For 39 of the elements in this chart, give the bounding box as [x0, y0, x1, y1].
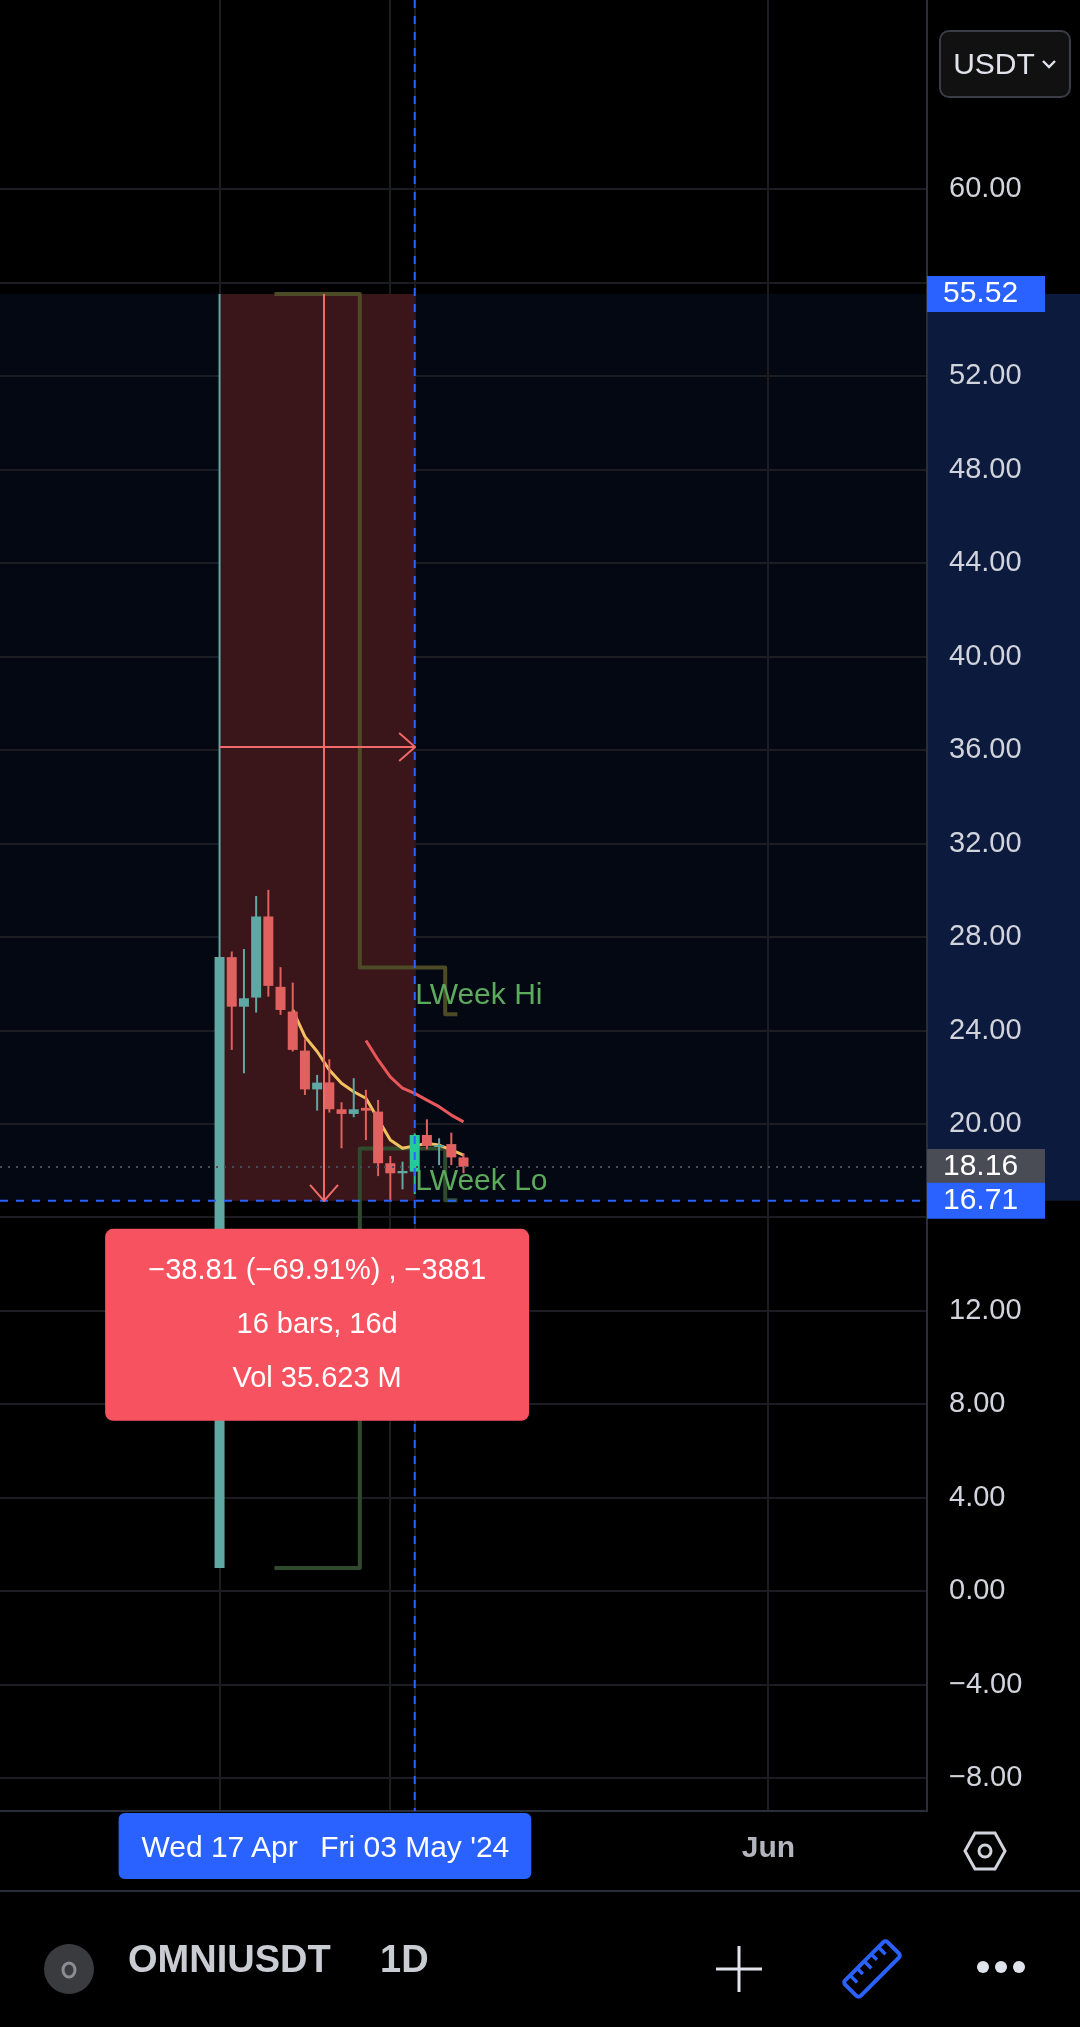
- candlestick: [360, 1088, 371, 1142]
- y-tick-label: 0.00: [949, 1573, 1006, 1606]
- y-tick-label: 48.00: [949, 451, 1022, 484]
- y-tick-label: 20.00: [949, 1105, 1022, 1138]
- y-tick-label: 24.00: [949, 1012, 1022, 1045]
- y-tick-label: −8.00: [949, 1760, 1023, 1793]
- ref-line-label: 16.71: [943, 1182, 1019, 1216]
- series-label: LWeek Lo: [415, 1163, 548, 1197]
- y-tick-label: 52.00: [949, 358, 1022, 391]
- y-tick-label: 36.00: [949, 732, 1022, 765]
- candlestick: [238, 947, 249, 1075]
- ref-line-label: 18.16: [943, 1148, 1019, 1182]
- candlestick: [336, 1101, 347, 1150]
- text: 1D: [380, 1938, 429, 1981]
- annotation: Vol 35.623 M: [232, 1360, 402, 1393]
- y-tick-label: 28.00: [949, 919, 1022, 952]
- x-tick-label: Wed 17 Apr: [141, 1830, 298, 1864]
- y-tick-label: 32.00: [949, 825, 1022, 858]
- y-tick-label: 60.00: [949, 171, 1022, 204]
- annotation: 16 bars, 16d: [236, 1306, 398, 1339]
- x-tick-label: Jun: [741, 1830, 796, 1864]
- candlestick: [446, 1131, 457, 1167]
- candlestick: [434, 1137, 445, 1167]
- y-tick-label: 8.00: [949, 1386, 1006, 1419]
- text: OMNIUSDT: [128, 1938, 331, 1981]
- y-tick-label: −4.00: [949, 1666, 1023, 1699]
- y-tick-label: 44.00: [949, 545, 1022, 578]
- candlestick: [421, 1118, 432, 1151]
- band-label: 55.52: [943, 275, 1019, 309]
- x-tick-label: Fri 03 May '24: [320, 1830, 510, 1864]
- candlestick: [385, 1155, 396, 1201]
- y-tick-label: 4.00: [949, 1479, 1006, 1512]
- annotation: −38.81 (−69.91%) , −3881: [148, 1252, 487, 1285]
- y-tick-label: 12.00: [949, 1292, 1022, 1325]
- series-label: LWeek Hi: [415, 977, 543, 1011]
- candlestick: [275, 966, 286, 1016]
- y-axis-title: USDT: [953, 47, 1035, 81]
- y-tick-label: 40.00: [949, 638, 1022, 671]
- candlestick: [348, 1077, 359, 1119]
